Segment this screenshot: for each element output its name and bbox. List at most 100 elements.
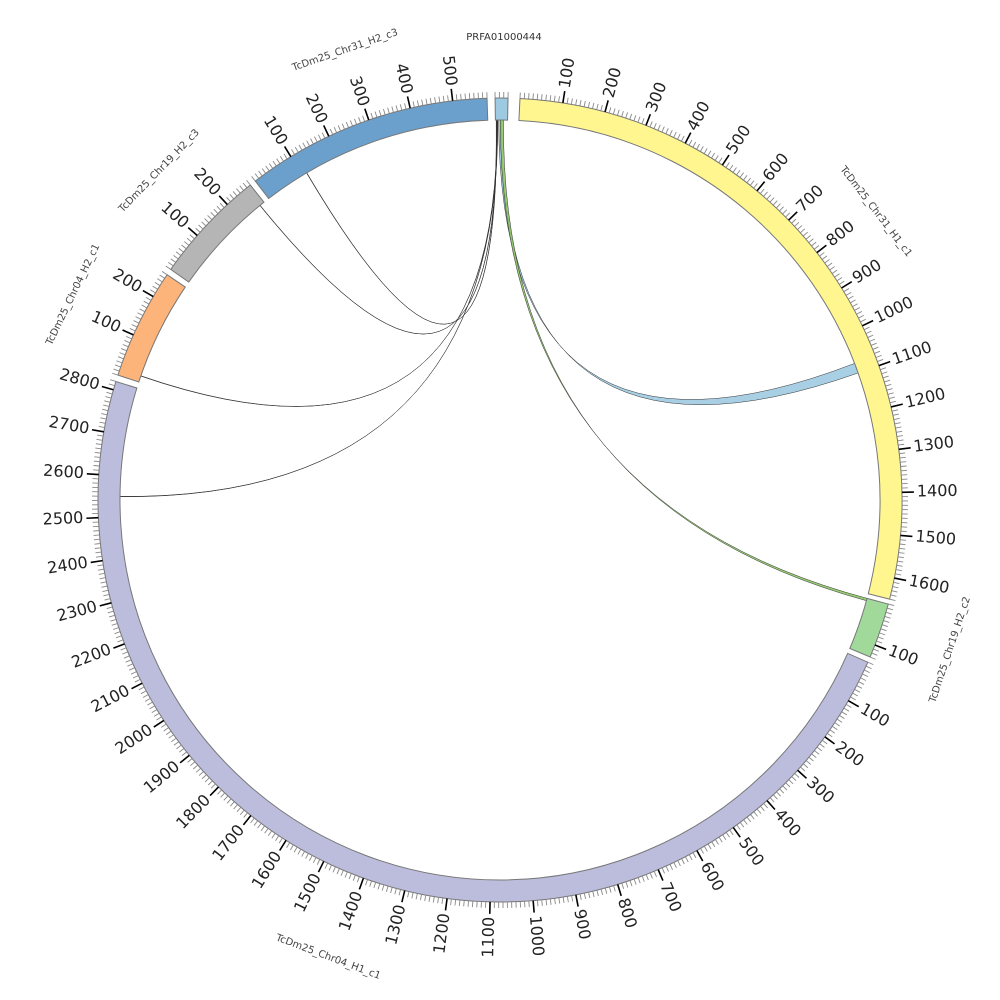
minor-tick bbox=[900, 461, 907, 463]
minor-tick bbox=[187, 758, 193, 763]
minor-tick bbox=[302, 142, 307, 149]
minor-tick bbox=[711, 841, 716, 848]
minor-tick bbox=[791, 776, 797, 782]
minor-tick bbox=[442, 95, 445, 102]
minor-tick bbox=[217, 789, 222, 795]
minor-tick bbox=[93, 465, 100, 467]
minor-tick bbox=[829, 266, 835, 271]
tick-label: 900 bbox=[570, 908, 594, 942]
minor-tick bbox=[278, 837, 283, 844]
minor-tick bbox=[324, 862, 329, 869]
segment-name-label: TcDm25_Chr31_H1_c1 bbox=[837, 164, 914, 260]
minor-tick bbox=[814, 750, 820, 755]
minor-tick bbox=[219, 202, 225, 208]
minor-tick bbox=[865, 665, 872, 670]
minor-tick bbox=[821, 255, 828, 260]
minor-tick bbox=[673, 131, 677, 138]
minor-tick bbox=[425, 98, 428, 105]
minor-tick bbox=[130, 671, 137, 675]
minor-tick bbox=[871, 652, 878, 656]
minor-tick bbox=[629, 880, 633, 887]
minor-tick bbox=[137, 312, 144, 316]
minor-tick bbox=[831, 269, 838, 274]
minor-tick bbox=[93, 538, 100, 541]
minor-tick bbox=[613, 885, 616, 892]
minor-tick bbox=[688, 854, 693, 861]
minor-tick bbox=[253, 820, 259, 826]
minor-tick bbox=[897, 560, 904, 563]
minor-tick bbox=[696, 143, 700, 150]
minor-tick bbox=[722, 834, 727, 840]
minor-tick bbox=[94, 547, 101, 549]
minor-tick bbox=[134, 678, 141, 683]
minor-tick bbox=[161, 723, 167, 728]
tick-label: 1000 bbox=[871, 292, 916, 327]
minor-tick bbox=[95, 551, 102, 554]
minor-tick bbox=[753, 811, 758, 817]
tick-label: 200 bbox=[190, 164, 225, 199]
minor-tick bbox=[558, 897, 561, 904]
tick-label: 200 bbox=[302, 91, 332, 127]
minor-tick bbox=[438, 96, 441, 103]
minor-tick bbox=[811, 241, 817, 247]
minor-tick bbox=[415, 893, 418, 900]
minor-tick bbox=[306, 140, 310, 147]
minor-tick bbox=[625, 112, 628, 119]
minor-tick bbox=[872, 346, 879, 350]
major-tick bbox=[218, 195, 228, 206]
minor-tick bbox=[101, 413, 108, 416]
minor-tick bbox=[131, 324, 138, 328]
tick-label: 2100 bbox=[88, 681, 133, 716]
minor-tick bbox=[819, 252, 825, 257]
segment-TcDm25_Chr04_H1_c1 bbox=[97, 380, 869, 903]
tick-label: 2700 bbox=[47, 412, 90, 438]
minor-tick bbox=[608, 886, 612, 893]
minor-tick bbox=[890, 594, 897, 597]
minor-tick bbox=[210, 212, 216, 217]
minor-tick bbox=[115, 635, 122, 639]
minor-tick bbox=[176, 744, 182, 750]
minor-tick bbox=[103, 404, 110, 407]
tick-label: 600 bbox=[758, 149, 792, 185]
minor-tick bbox=[566, 97, 569, 104]
major-tick bbox=[900, 534, 913, 538]
minor-tick bbox=[692, 141, 697, 148]
major-tick bbox=[322, 125, 330, 137]
minor-tick bbox=[390, 887, 393, 894]
minor-tick bbox=[887, 607, 894, 611]
major-tick bbox=[279, 839, 287, 851]
major-tick bbox=[756, 181, 766, 192]
minor-tick bbox=[845, 704, 852, 708]
minor-tick bbox=[198, 224, 204, 230]
minor-tick bbox=[877, 359, 884, 362]
minor-tick bbox=[549, 898, 552, 905]
minor-tick bbox=[99, 421, 106, 424]
minor-tick bbox=[260, 825, 265, 832]
minor-tick bbox=[800, 228, 806, 234]
minor-tick bbox=[210, 783, 216, 789]
major-tick bbox=[575, 894, 579, 907]
minor-tick bbox=[896, 435, 903, 437]
minor-tick bbox=[108, 383, 115, 387]
minor-tick bbox=[190, 761, 196, 767]
minor-tick bbox=[297, 848, 302, 855]
minor-tick bbox=[286, 842, 291, 848]
minor-tick bbox=[869, 656, 876, 660]
minor-tick bbox=[860, 318, 866, 323]
minor-tick bbox=[839, 280, 845, 285]
major-tick bbox=[364, 108, 370, 121]
minor-tick bbox=[267, 830, 273, 837]
minor-tick bbox=[102, 589, 109, 593]
minor-tick bbox=[254, 173, 260, 179]
minor-tick bbox=[879, 632, 886, 636]
minor-tick bbox=[583, 892, 587, 900]
tick-label: 2800 bbox=[57, 364, 101, 393]
minor-tick bbox=[824, 259, 830, 264]
minor-tick bbox=[104, 400, 111, 403]
minor-tick bbox=[204, 218, 210, 224]
minor-tick bbox=[782, 209, 788, 215]
minor-tick bbox=[633, 115, 637, 122]
minor-tick bbox=[882, 375, 889, 379]
segment-name-label: TcDm25_Chr04_H1_c1 bbox=[273, 932, 382, 982]
minor-tick bbox=[743, 819, 748, 825]
